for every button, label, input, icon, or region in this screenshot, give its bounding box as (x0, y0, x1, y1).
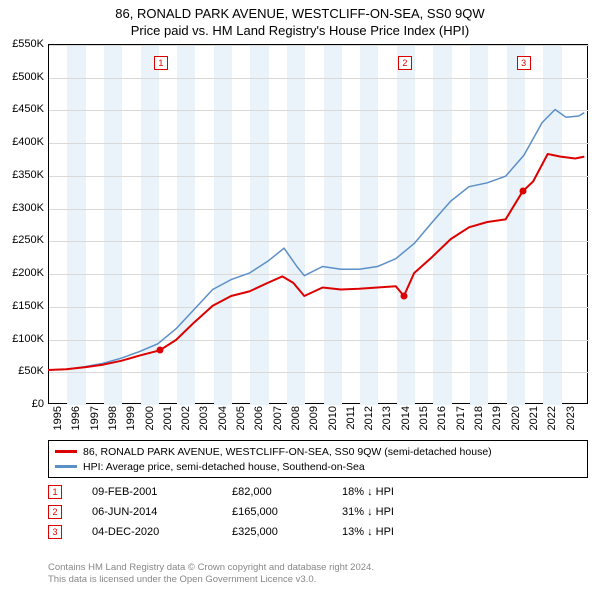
y-axis-label: £250K (0, 234, 44, 246)
y-axis-label: £450K (0, 103, 44, 115)
x-axis-label: 2003 (198, 406, 210, 436)
sale-row-3: 3 04-DEC-2020 £325,000 13% ↓ HPI (48, 522, 588, 542)
x-axis-label: 2022 (546, 406, 558, 436)
x-axis-label: 2006 (253, 406, 265, 436)
x-axis-label: 2002 (180, 406, 192, 436)
sales-table: 1 09-FEB-2001 £82,000 18% ↓ HPI 2 06-JUN… (48, 482, 588, 542)
y-axis-label: £350K (0, 169, 44, 181)
chart-title-address: 86, RONALD PARK AVENUE, WESTCLIFF-ON-SEA… (0, 0, 600, 21)
sale-date-2: 06-JUN-2014 (92, 506, 232, 518)
sale-price-3: £325,000 (232, 526, 342, 538)
x-axis-label: 2016 (436, 406, 448, 436)
legend-label-subject: 86, RONALD PARK AVENUE, WESTCLIFF-ON-SEA… (83, 446, 492, 458)
x-axis-label: 1997 (89, 406, 101, 436)
line-plot-svg (48, 44, 588, 404)
chart-subtitle: Price paid vs. HM Land Registry's House … (0, 21, 600, 38)
sale-date-1: 09-FEB-2001 (92, 486, 232, 498)
y-axis-label: £550K (0, 38, 44, 50)
x-axis-label: 2000 (144, 406, 156, 436)
sale-diff-3: 13% ↓ HPI (342, 526, 462, 538)
sale-dot (519, 188, 526, 195)
x-axis-label: 1996 (70, 406, 82, 436)
x-axis-label: 2021 (528, 406, 540, 436)
hpi-line (48, 110, 584, 371)
x-axis-label: 2009 (308, 406, 320, 436)
figure-container: 86, RONALD PARK AVENUE, WESTCLIFF-ON-SEA… (0, 0, 600, 590)
sale-diff-1: 18% ↓ HPI (342, 486, 462, 498)
sale-marker-flag: 1 (154, 56, 168, 70)
legend-item-subject: 86, RONALD PARK AVENUE, WESTCLIFF-ON-SEA… (55, 444, 581, 459)
x-axis-label: 2014 (400, 406, 412, 436)
sale-marker-flag: 2 (398, 56, 412, 70)
sale-dot (156, 347, 163, 354)
x-axis-label: 2005 (235, 406, 247, 436)
footer-line-1: Contains HM Land Registry data © Crown c… (48, 562, 588, 574)
sale-date-3: 04-DEC-2020 (92, 526, 232, 538)
x-axis-label: 1995 (52, 406, 64, 436)
x-axis-label: 2011 (345, 406, 357, 436)
x-axis-label: 2018 (473, 406, 485, 436)
y-axis-label: £200K (0, 267, 44, 279)
x-axis-label: 2008 (290, 406, 302, 436)
sale-marker-flag: 3 (517, 56, 531, 70)
legend-item-hpi: HPI: Average price, semi-detached house,… (55, 459, 581, 474)
sale-marker-1: 1 (48, 485, 62, 499)
footer-attribution: Contains HM Land Registry data © Crown c… (48, 562, 588, 586)
x-axis-label: 2010 (327, 406, 339, 436)
x-axis-label: 2019 (491, 406, 503, 436)
footer-line-2: This data is licensed under the Open Gov… (48, 574, 588, 586)
x-axis-label: 2023 (565, 406, 577, 436)
sale-marker-3: 3 (48, 525, 62, 539)
legend-swatch-subject (55, 450, 77, 453)
y-axis-label: £50K (0, 365, 44, 377)
x-axis-label: 2015 (418, 406, 430, 436)
chart-area: £0£50K£100K£150K£200K£250K£300K£350K£400… (48, 44, 588, 434)
legend-swatch-hpi (55, 465, 77, 468)
legend-box: 86, RONALD PARK AVENUE, WESTCLIFF-ON-SEA… (48, 440, 588, 478)
sale-row-1: 1 09-FEB-2001 £82,000 18% ↓ HPI (48, 482, 588, 502)
sale-price-1: £82,000 (232, 486, 342, 498)
sale-price-2: £165,000 (232, 506, 342, 518)
y-axis-label: £500K (0, 71, 44, 83)
x-axis-label: 2020 (510, 406, 522, 436)
sale-diff-2: 31% ↓ HPI (342, 506, 462, 518)
x-axis-label: 2012 (363, 406, 375, 436)
legend-label-hpi: HPI: Average price, semi-detached house,… (83, 461, 365, 473)
y-axis-label: £400K (0, 136, 44, 148)
y-axis-label: £150K (0, 300, 44, 312)
subject-line (48, 154, 584, 370)
x-axis-label: 2017 (455, 406, 467, 436)
x-axis-label: 1998 (107, 406, 119, 436)
sale-marker-2: 2 (48, 505, 62, 519)
sale-row-2: 2 06-JUN-2014 £165,000 31% ↓ HPI (48, 502, 588, 522)
x-axis-label: 2001 (162, 406, 174, 436)
y-axis-label: £0 (0, 398, 44, 410)
x-axis-label: 2007 (272, 406, 284, 436)
sale-dot (400, 293, 407, 300)
x-axis-label: 2004 (217, 406, 229, 436)
x-axis-label: 1999 (125, 406, 137, 436)
y-axis-label: £300K (0, 202, 44, 214)
y-axis-label: £100K (0, 333, 44, 345)
x-axis-label: 2013 (381, 406, 393, 436)
